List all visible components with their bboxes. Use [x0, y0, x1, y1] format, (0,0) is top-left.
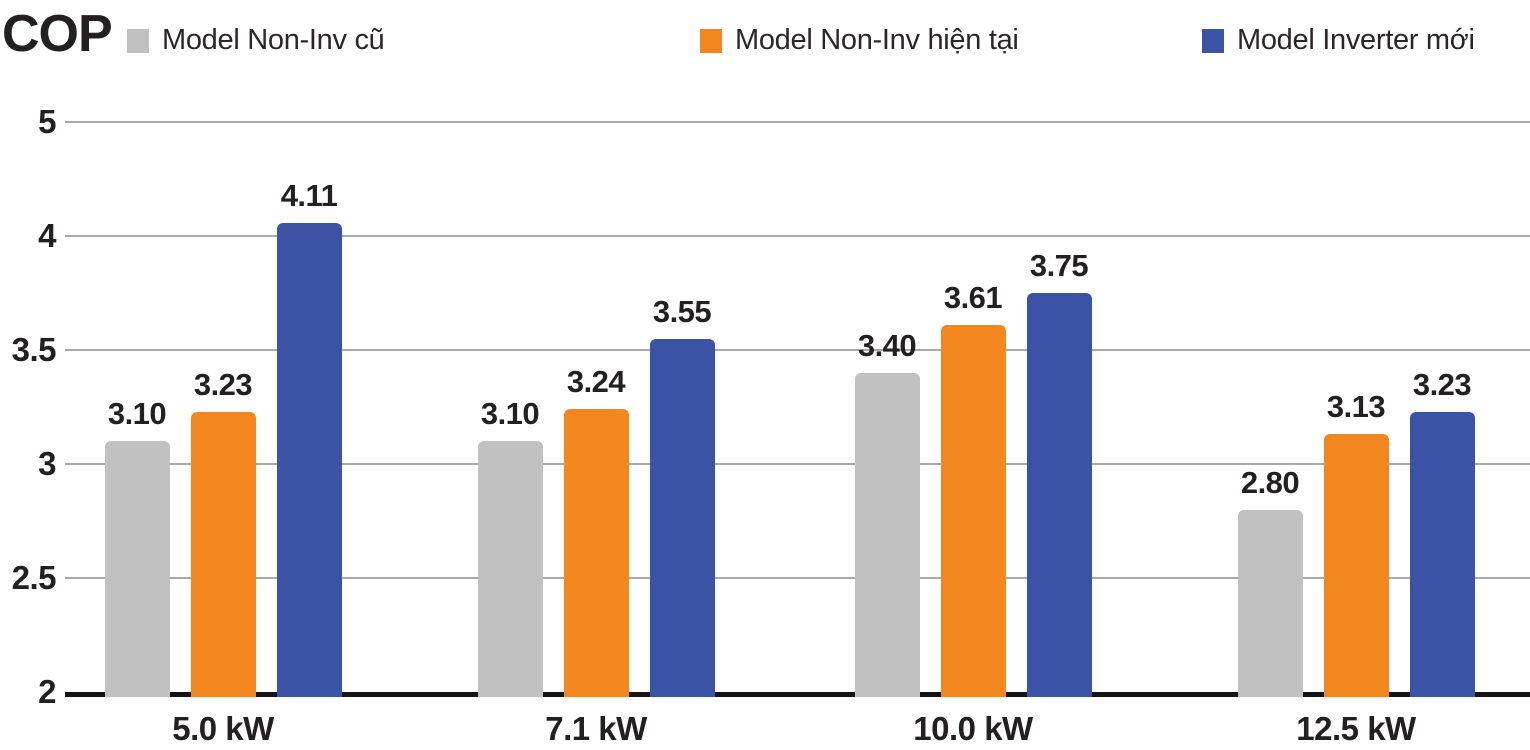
bar-value-label: 4.11	[280, 178, 338, 214]
gridline	[65, 577, 1530, 579]
legend-swatch	[1202, 28, 1224, 53]
legend-label: Model Non-Inv cũ	[162, 24, 385, 56]
legend-item: Model Non-Inv cũ	[127, 24, 385, 57]
bar-12.5kW-series2	[1323, 434, 1389, 697]
bar-value-label: 3.13	[1326, 389, 1386, 425]
bar-12.5kW-series3	[1409, 411, 1475, 697]
bar-value-label: 3.75	[1029, 248, 1089, 283]
bar-5.0kW-series1	[104, 441, 170, 697]
bar-12.5kW-series1	[1237, 509, 1303, 697]
legend-item: Model Inverter mới	[1202, 24, 1475, 57]
bar-value-label: 3.10	[107, 396, 167, 432]
bar-value-label: 3.24	[566, 364, 626, 400]
gridline	[65, 463, 1530, 465]
legend-label: Model Inverter mới	[1237, 24, 1475, 56]
x-category-label: 5.0 kW	[172, 710, 274, 747]
x-category-label: 10.0 kW	[913, 710, 1033, 747]
bar-5.0kW-series2	[190, 411, 256, 697]
bar-value-label: 3.61	[943, 279, 1003, 315]
bar-7.1kW-series2	[563, 409, 629, 697]
legend-item: Model Non-Inv hiện tại	[700, 24, 1019, 57]
bar-value-label: 3.23	[193, 366, 253, 402]
plot-area: 3.10 3.23 4.11 3.10 3.24 3.55 3.40 3.61 3.75 2.80…	[65, 121, 1530, 697]
x-category-label: 7.1 kW	[545, 710, 647, 747]
chart-title: COP	[2, 5, 113, 63]
bar-7.1kW-series1	[477, 441, 543, 697]
bar-5.0kW-series3	[276, 223, 342, 697]
gridline	[65, 349, 1530, 351]
bar-value-label: 2.80	[1240, 464, 1300, 500]
gridline	[65, 235, 1530, 237]
y-tick-label: 3	[38, 445, 56, 482]
bar-10.0kW-series3	[1026, 293, 1092, 697]
bar-value-label: 3.40	[857, 327, 917, 363]
x-axis-line	[65, 692, 1530, 697]
bar-10.0kW-series2	[940, 324, 1006, 697]
legend-swatch	[700, 28, 722, 53]
gridline	[65, 121, 1530, 123]
bar-value-label: 3.23	[1412, 366, 1472, 402]
y-tick-label: 2	[38, 673, 56, 710]
bar-value-label: 3.55	[652, 293, 712, 329]
bar-10.0kW-series1	[854, 372, 920, 697]
y-tick-label: 4	[38, 217, 56, 254]
bar-7.1kW-series3	[649, 338, 715, 697]
legend-label: Model Non-Inv hiện tại	[735, 24, 1019, 56]
y-tick-label: 3.5	[11, 331, 57, 368]
y-tick-label: 5	[38, 103, 56, 140]
legend-swatch	[127, 28, 149, 53]
bar-value-label: 3.10	[480, 396, 540, 432]
x-category-label: 12.5 kW	[1296, 710, 1416, 747]
y-tick-label: 2.5	[11, 559, 57, 596]
